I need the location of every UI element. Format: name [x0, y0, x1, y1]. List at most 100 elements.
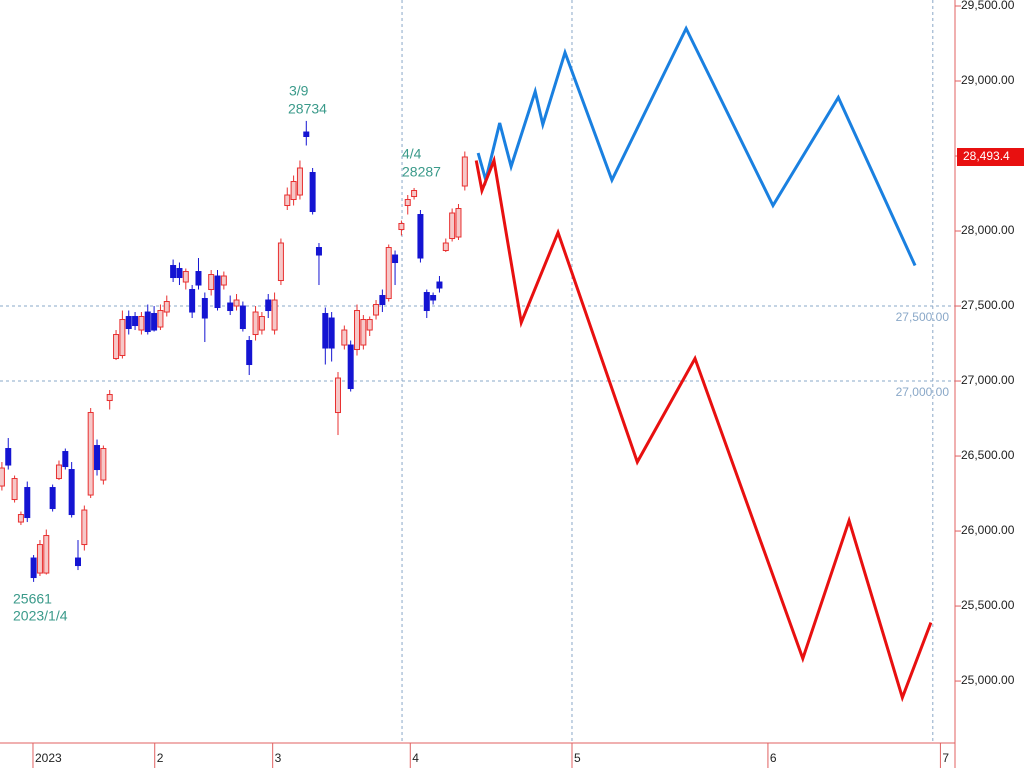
candle-body	[322, 313, 329, 349]
y-tick-label: 25,500.00	[961, 598, 1015, 612]
candle-body	[265, 299, 272, 312]
candle-body	[239, 305, 246, 330]
y-tick-label: 29,000.00	[961, 73, 1015, 87]
candle-body	[138, 316, 145, 331]
candle-body	[404, 199, 411, 207]
candle-body	[30, 557, 37, 579]
annotation: 25661	[13, 591, 52, 607]
candle-body	[303, 131, 310, 138]
candle-body	[144, 311, 151, 333]
candle-body	[0, 467, 5, 487]
y-tick-label: 27,000.00	[961, 373, 1015, 387]
y-tick-label: 26,500.00	[961, 448, 1015, 462]
candle-body	[163, 301, 170, 313]
candle-body	[296, 167, 303, 196]
candle-body	[233, 299, 240, 307]
candle-body	[290, 181, 297, 201]
candle-body	[214, 275, 221, 309]
candle-body	[277, 242, 284, 282]
y-tick-label: 29,500.00	[961, 0, 1015, 12]
candle-body	[354, 310, 361, 351]
candle-body	[55, 464, 62, 480]
candle-body	[151, 313, 158, 331]
candle-body	[182, 271, 189, 283]
candle-body	[328, 317, 335, 349]
annotation: 4/4	[402, 146, 422, 162]
candle-body	[417, 214, 424, 259]
reference-label: 27,000.00	[896, 385, 950, 399]
projection-line	[476, 25, 917, 267]
y-tick-label: 26,000.00	[961, 523, 1015, 537]
candle-body	[87, 412, 94, 496]
candle-body	[442, 242, 449, 252]
candle-body	[373, 304, 380, 316]
candle-body	[189, 289, 196, 313]
price-tag-label: 28,493.4	[963, 149, 1010, 163]
candle-body	[195, 271, 202, 286]
annotation: 28734	[288, 101, 327, 117]
candle-body	[334, 377, 341, 414]
x-tick-label: 2023	[35, 751, 62, 765]
reference-label: 27,500.00	[896, 310, 950, 324]
candle-body	[246, 340, 253, 366]
candle-body	[461, 156, 468, 187]
annotation: 2023/1/4	[13, 608, 68, 624]
candle-body	[62, 451, 69, 468]
candle-body	[430, 295, 437, 301]
candle-body	[17, 514, 24, 523]
projection-line	[474, 155, 933, 703]
candle-body	[455, 208, 462, 238]
candle-body	[100, 448, 107, 481]
candle-body	[11, 478, 18, 501]
candle-body	[347, 344, 354, 390]
candle-body	[74, 557, 81, 567]
x-tick-label: 6	[770, 751, 777, 765]
x-tick-label: 7	[942, 751, 949, 765]
candle-body	[220, 275, 227, 286]
candle-body	[125, 316, 132, 330]
candle-body	[68, 469, 75, 516]
candle-body	[36, 544, 43, 574]
candle-body	[366, 319, 373, 331]
candle-body	[24, 487, 31, 519]
x-tick-label: 3	[275, 751, 282, 765]
candle-body	[113, 334, 120, 360]
candle-body	[423, 292, 430, 312]
candle-body	[360, 319, 367, 346]
candle-body	[315, 247, 322, 256]
x-tick-label: 2	[157, 751, 164, 765]
candle-body	[385, 247, 392, 300]
candle-body	[309, 172, 316, 213]
candle-body	[81, 509, 88, 546]
y-tick-label: 25,000.00	[961, 673, 1015, 687]
candle-body	[341, 329, 348, 346]
candle-body	[449, 212, 456, 240]
x-tick-label: 4	[412, 751, 419, 765]
candle-body	[94, 445, 101, 471]
candle-body	[252, 311, 259, 336]
candle-body	[43, 535, 50, 574]
candle-body	[119, 319, 126, 357]
candle-body	[271, 299, 278, 331]
candle-body	[170, 265, 177, 279]
y-tick-label: 27,500.00	[961, 298, 1015, 312]
candle-body	[227, 302, 234, 312]
annotation: 3/9	[289, 83, 309, 99]
candle-body	[392, 254, 399, 264]
y-tick-label: 28,000.00	[961, 223, 1015, 237]
candle-body	[157, 310, 164, 328]
x-tick-label: 5	[574, 751, 581, 765]
candle-body	[379, 295, 386, 306]
candle-body	[436, 281, 443, 289]
candle-body	[258, 316, 265, 331]
annotation: 28287	[402, 164, 441, 180]
candle-body	[5, 448, 12, 466]
candle-body	[201, 298, 208, 319]
candle-body	[398, 223, 405, 231]
candle-body	[411, 190, 418, 198]
candle-body	[106, 394, 113, 402]
candle-body	[284, 194, 291, 207]
price-tag	[957, 148, 1024, 167]
candle-body	[132, 316, 139, 327]
